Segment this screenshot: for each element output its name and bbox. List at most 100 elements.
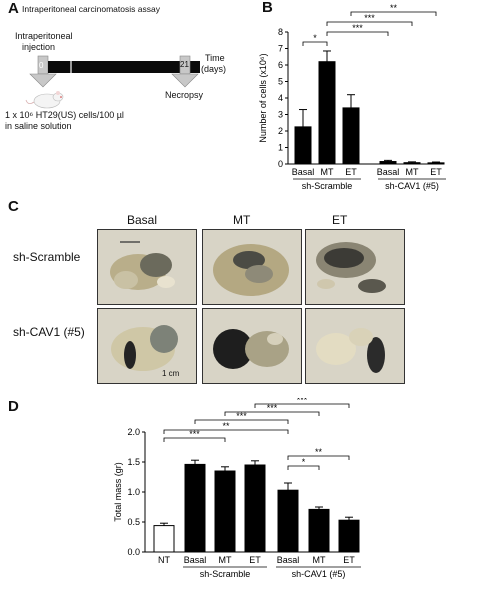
- significance-bracket: [287, 455, 350, 460]
- row-header-scramble: sh-Scramble: [13, 250, 81, 264]
- x-tick-label: MT: [219, 555, 232, 565]
- panel-letter-a: A: [8, 0, 19, 17]
- scale-bar-label: 1 cm: [162, 369, 180, 378]
- panel-a-title: Intraperitoneal carcinomatosis assay: [22, 4, 160, 14]
- significance-bracket: [163, 429, 289, 434]
- x-tick-label: MT: [313, 555, 326, 565]
- photo-cav1-mt: [202, 308, 302, 384]
- x-tick-label: MT: [406, 167, 419, 177]
- bar: [403, 162, 421, 165]
- necropsy-label: Necropsy: [165, 90, 204, 100]
- significance-label: ***: [236, 411, 247, 421]
- photo-scramble-et: [305, 229, 405, 305]
- x-tick-label: ET: [343, 555, 355, 565]
- chart-d: 0.0 0.5 1.0 1.5 2.0 Total mass (gr) NT Basal MT E…: [113, 398, 361, 579]
- cells-label-1: 1 x 10⁶ HT29(US) cells/100 µl: [5, 110, 124, 120]
- group-label: sh-Scramble: [302, 181, 353, 191]
- row-header-cav1: sh-CAV1 (#5): [13, 325, 85, 339]
- significance-label: *: [313, 33, 317, 43]
- significance-label: ***: [267, 403, 278, 413]
- panel-letter-d: D: [8, 398, 19, 415]
- x-tick-label: ET: [345, 167, 357, 177]
- y-tick-label: 0.0: [127, 547, 140, 557]
- significance-bracket: [224, 411, 320, 416]
- bar: [294, 126, 312, 165]
- x-tick-label: Basal: [184, 555, 207, 565]
- bar: [214, 470, 236, 553]
- group-label: sh-Scramble: [200, 569, 251, 579]
- mouse-icon: [25, 91, 64, 109]
- significance-label: *: [302, 457, 306, 467]
- photo-scramble-basal: [97, 229, 197, 305]
- timeline-bar: [48, 61, 200, 73]
- x-tick-label: MT: [321, 167, 334, 177]
- y-tick-label: 1.5: [127, 457, 140, 467]
- panel-letter-c: C: [8, 198, 19, 215]
- group-label: sh-CAV1 (#5): [385, 181, 439, 191]
- x-tick-label: ET: [249, 555, 261, 565]
- x-tick-label: Basal: [292, 167, 315, 177]
- injection-label-2: injection: [22, 42, 56, 52]
- y-tick-label: 1.0: [127, 487, 140, 497]
- y-tick-label: 4: [278, 93, 283, 103]
- significance-label: ***: [352, 23, 363, 33]
- bar: [308, 508, 330, 553]
- significance-bracket: [254, 403, 350, 408]
- necropsy-arrow-icon: [171, 55, 199, 88]
- significance-bracket: [287, 465, 320, 470]
- significance-label: ***: [364, 13, 375, 23]
- significance-label: ***: [189, 429, 200, 439]
- y-tick-label: 7: [278, 44, 283, 54]
- x-tick-label: Basal: [377, 167, 400, 177]
- y-tick-label: 0.5: [127, 517, 140, 527]
- y-axis-label: Total mass (gr): [113, 462, 123, 522]
- significance-label: ***: [297, 398, 308, 405]
- time-label-2: (days): [201, 64, 227, 74]
- significance-bracket: [326, 31, 389, 36]
- y-tick-label: 5: [278, 77, 283, 87]
- bar: [318, 61, 336, 165]
- x-tick-label: ET: [430, 167, 442, 177]
- panel-letter-b: B: [262, 0, 273, 16]
- x-tick-label: Basal: [277, 555, 300, 565]
- significance-bracket: [350, 11, 437, 16]
- col-header-mt: MT: [233, 213, 251, 227]
- y-tick-label: 2.0: [127, 427, 140, 437]
- injection-label-1: Intraperitoneal: [15, 31, 73, 41]
- significance-label: **: [222, 421, 230, 431]
- day-start-label: 0: [39, 61, 44, 70]
- day-end-label: 21: [180, 60, 189, 69]
- photo-cav1-et: [305, 308, 405, 384]
- bar: [244, 464, 266, 553]
- bar: [379, 161, 397, 165]
- y-tick-label: 6: [278, 60, 283, 70]
- cells-label-2: in saline solution: [5, 121, 72, 131]
- photo-cav1-basal: [97, 308, 197, 384]
- significance-label: **: [315, 447, 323, 457]
- y-tick-label: 1: [278, 143, 283, 153]
- significance-bracket: [326, 21, 413, 26]
- bar: [184, 463, 206, 553]
- col-header-basal: Basal: [127, 213, 158, 227]
- photo-scramble-mt: [202, 229, 302, 305]
- y-tick-label: 0: [278, 159, 283, 169]
- significance-bracket: [194, 419, 289, 424]
- bar: [338, 519, 360, 553]
- significance-bracket: [163, 437, 226, 442]
- group-label: sh-CAV1 (#5): [292, 569, 346, 579]
- time-label-1: Time: [205, 53, 225, 63]
- y-tick-label: 3: [278, 110, 283, 120]
- x-tick-label: NT: [158, 555, 170, 565]
- bar: [153, 525, 175, 553]
- y-tick-label: 8: [278, 27, 283, 37]
- significance-label: **: [390, 3, 398, 13]
- bar: [277, 489, 299, 553]
- timeline-diagram: [29, 55, 200, 88]
- bar: [342, 107, 360, 165]
- y-tick-label: 2: [278, 126, 283, 136]
- bar: [427, 162, 445, 165]
- chart-b: 0 1 2 3 4 5 6 7 8 Number of cells (x10⁶) Basal MT ET…: [258, 3, 446, 191]
- col-header-et: ET: [332, 213, 348, 227]
- significance-bracket: [302, 41, 328, 46]
- y-axis-label: Number of cells (x10⁶): [258, 53, 268, 142]
